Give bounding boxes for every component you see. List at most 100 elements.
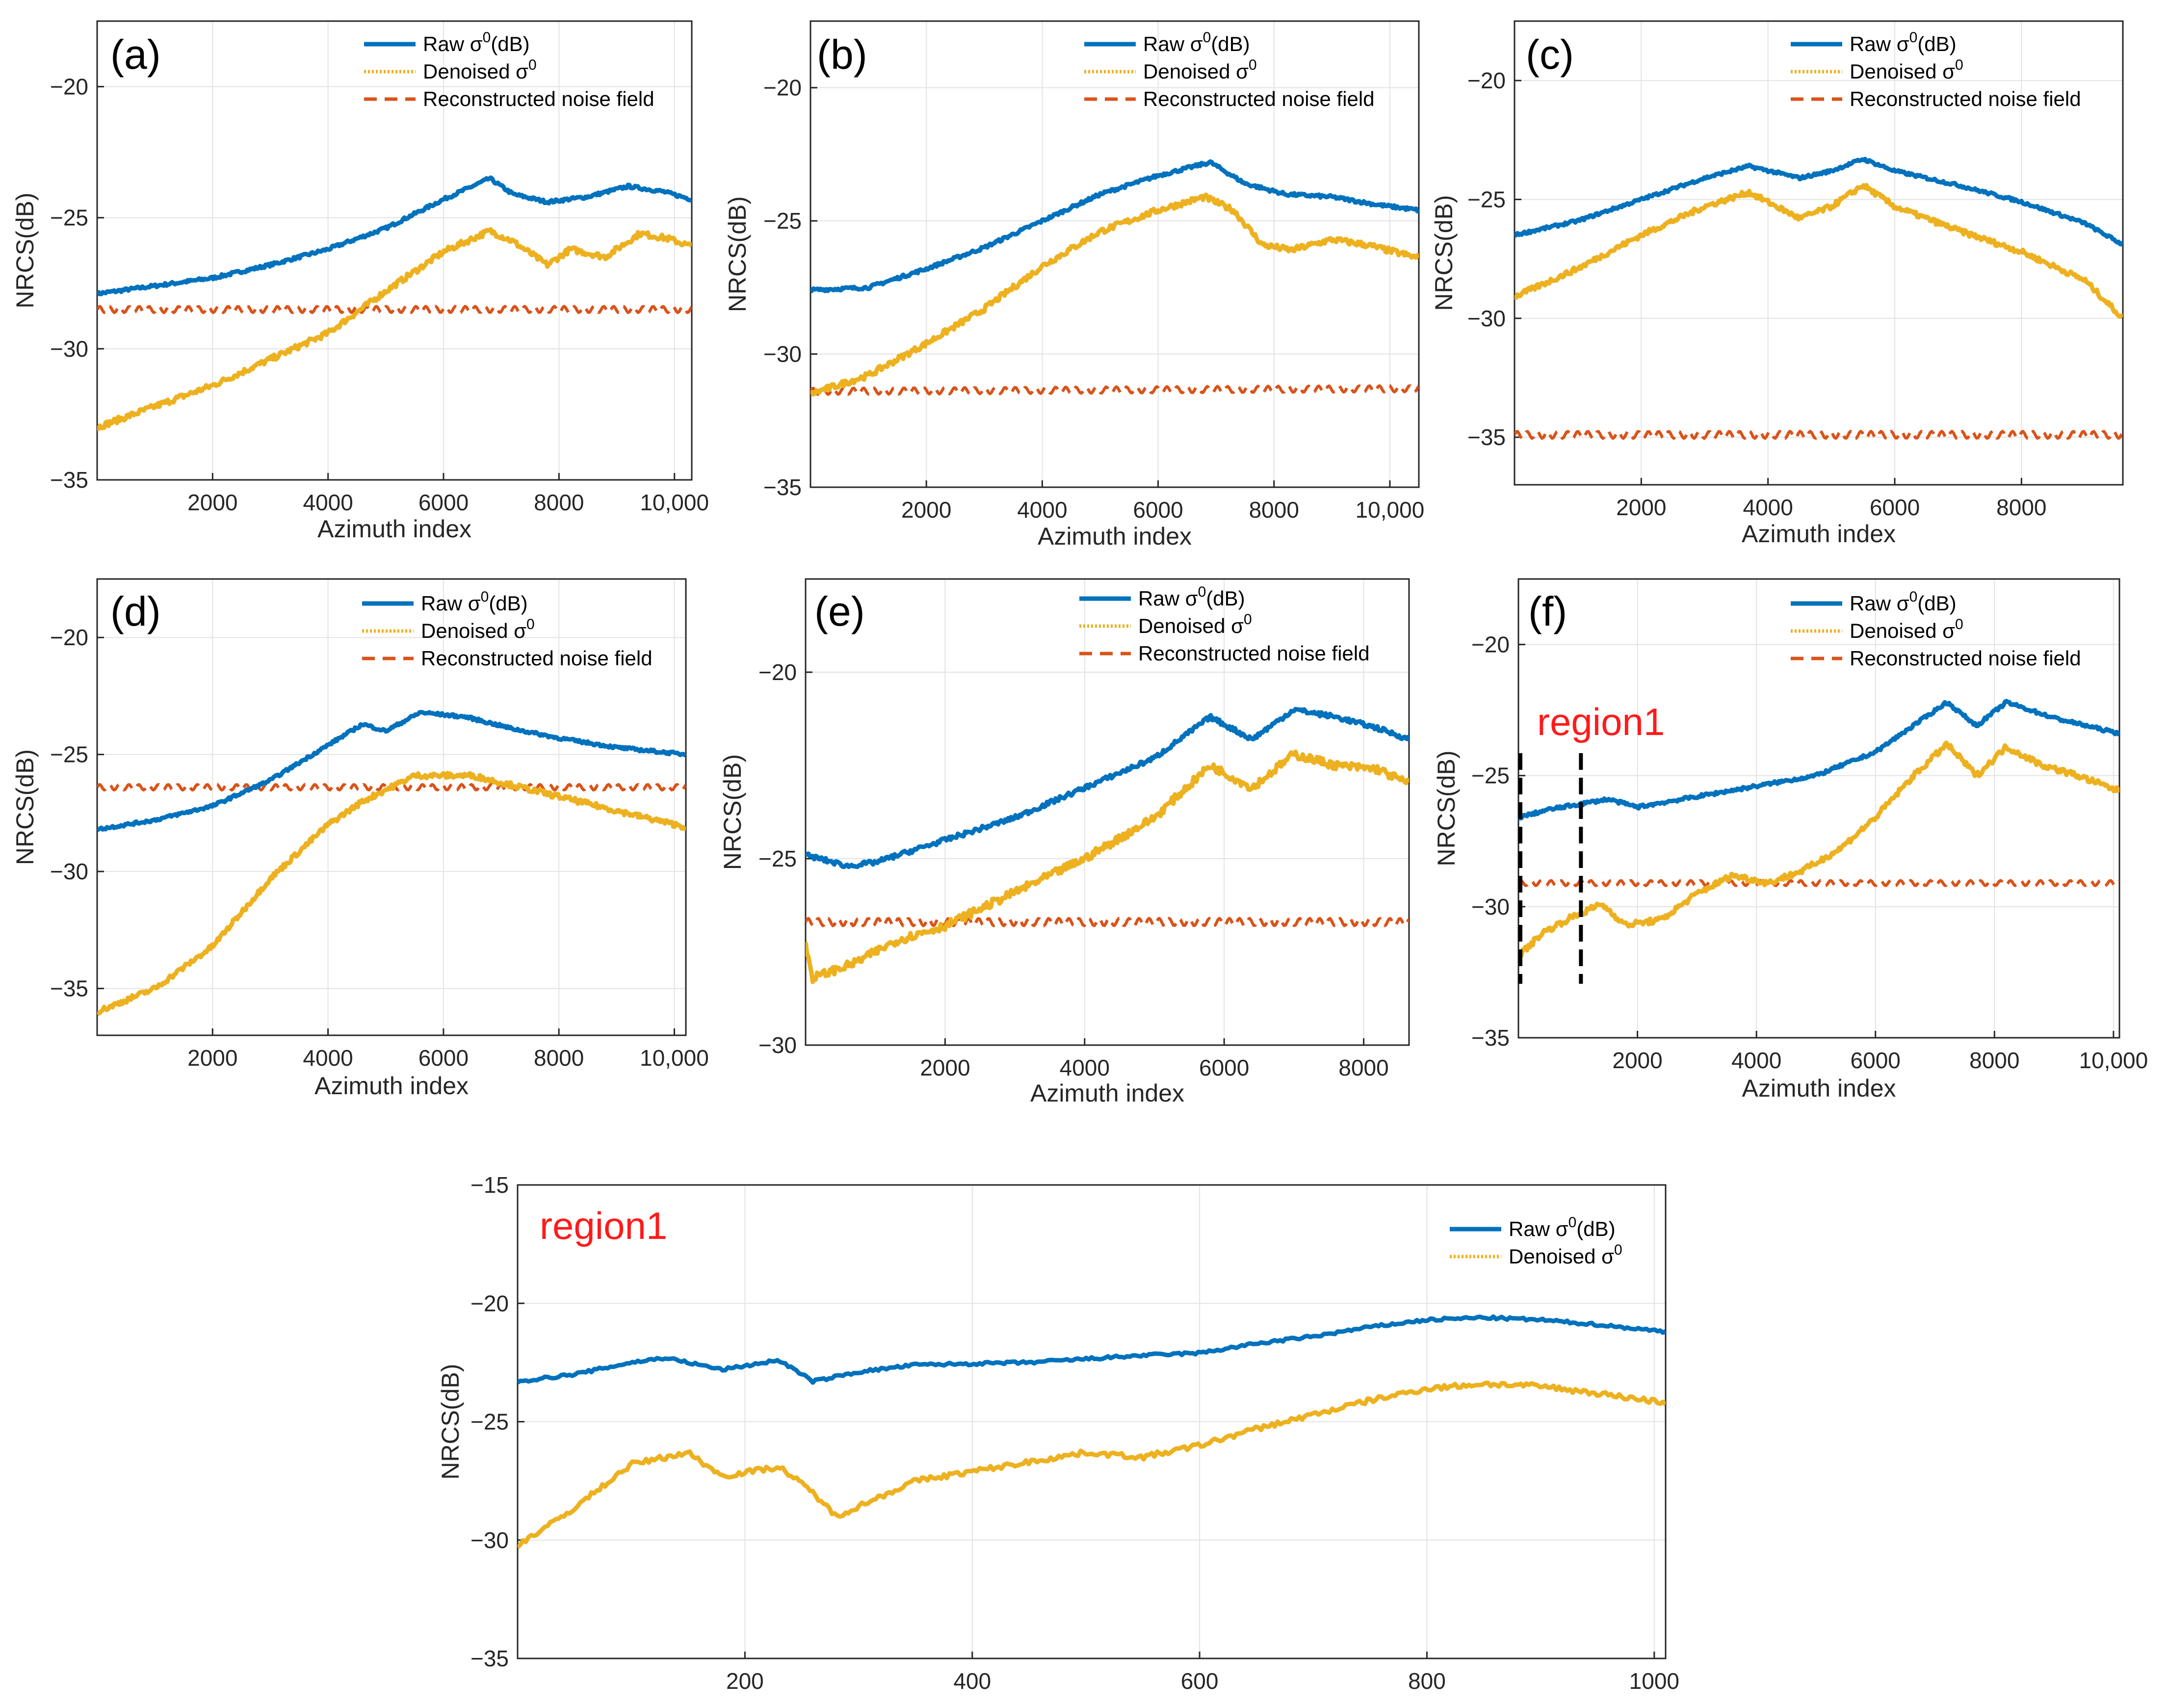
x-tick-label: 6000 (1851, 1048, 1901, 1073)
legend-denoised: Denoised σ0 (1450, 1242, 1622, 1268)
x-tick-label: 4000 (1017, 497, 1067, 523)
series-line-denoised (97, 771, 686, 1016)
y-tick-label: −25 (758, 846, 797, 871)
chart-panel-a: 2000 4000 6000 8000 10,000 −35 −30 −25 −20 Azimut… (11, 20, 709, 543)
y-tick-label: −30 (1467, 306, 1506, 331)
series-line-denoised (1518, 740, 2119, 960)
x-tick-label: 8000 (1338, 1055, 1388, 1080)
x-tick-label: 6000 (1199, 1055, 1249, 1080)
x-tick-label: 10,000 (1356, 497, 1425, 523)
x-axis-title: Azimuth index (1742, 520, 1896, 548)
legend-raw: Raw σ0(dB) (364, 29, 530, 55)
y-tick-label: −20 (758, 659, 797, 685)
series-line-noise (1515, 430, 2123, 440)
y-tick-label: −35 (763, 474, 802, 500)
legend-raw-text: Raw σ0(dB) (423, 29, 530, 55)
legend-raw-text: Raw σ0(dB) (1143, 29, 1250, 55)
series-line-raw (1515, 157, 2123, 247)
y-tick-label: −35 (470, 1646, 509, 1671)
x-tick-label: 10,000 (640, 490, 709, 515)
x-axis-title: Azimuth index (1742, 1075, 1896, 1102)
legend-noise: Reconstructed noise field (1079, 642, 1370, 665)
x-tick-label: 2000 (920, 1055, 970, 1080)
y-tick-label: −35 (1471, 1025, 1510, 1051)
legend-denoised-text: Denoised σ0 (421, 616, 535, 642)
y-axis-title: NRCS(dB) (724, 196, 751, 312)
series-line-noise (1518, 879, 2119, 888)
legend-denoised: Denoised σ0 (364, 57, 537, 83)
chart-panel-c: 2000 4000 6000 8000 −35 −30 −25 −20 Azimuth inde… (1430, 20, 2124, 548)
y-tick-label: −35 (50, 976, 88, 1001)
series-line-denoised (806, 749, 1409, 984)
legend-raw: Raw σ0(dB) (1791, 29, 1957, 55)
x-tick-label: 6000 (1133, 497, 1183, 523)
series-line-raw (518, 1314, 1666, 1385)
y-axis-title: NRCS(dB) (437, 1364, 464, 1479)
x-axis-title: Azimuth index (314, 1072, 469, 1100)
plot-area-frame (96, 578, 687, 1036)
x-axis-title: Azimuth index (1038, 523, 1192, 550)
legend-denoised: Denoised σ0 (1791, 616, 1963, 642)
x-tick-label: 600 (1181, 1668, 1219, 1694)
x-tick-label: 200 (726, 1668, 764, 1694)
series-line-denoised (810, 192, 1419, 397)
y-tick-label: −25 (1471, 763, 1510, 788)
series-line-denoised (97, 227, 692, 431)
chart-panel-e: 2000 4000 6000 8000 −30 −25 −20 Azimuth index NR… (719, 578, 1410, 1107)
legend-denoised-text: Denoised σ0 (1850, 616, 1963, 642)
x-tick-label: 2000 (1616, 495, 1666, 520)
legend-noise: Reconstructed noise field (1791, 647, 2081, 670)
x-tick-label: 4000 (303, 1045, 353, 1071)
legend-raw: Raw σ0(dB) (1084, 29, 1250, 55)
x-axis-title: Azimuth index (1030, 1079, 1184, 1107)
y-axis-title: NRCS(dB) (719, 754, 746, 870)
legend-raw: Raw σ0(dB) (1450, 1214, 1616, 1240)
series-line-denoised (518, 1380, 1666, 1549)
region-label: region1 (540, 1204, 667, 1247)
legend-noise-text: Reconstructed noise field (1143, 87, 1375, 110)
series-line-raw (97, 709, 686, 832)
legend-noise-text: Reconstructed noise field (423, 87, 654, 110)
y-tick-label: −30 (763, 342, 802, 367)
y-axis-title: NRCS(dB) (1430, 195, 1458, 311)
legend-raw-text: Raw σ0(dB) (421, 589, 528, 615)
legend-raw: Raw σ0(dB) (362, 589, 528, 615)
y-tick-label: −30 (758, 1032, 797, 1058)
legend-raw-text: Raw σ0(dB) (1509, 1214, 1616, 1240)
chart-panel-d: 2000 4000 6000 8000 10,000 −35 −30 −25 −20 Azimut… (11, 578, 709, 1100)
series-line-noise (810, 384, 1419, 396)
y-tick-label: −30 (470, 1527, 509, 1553)
x-tick-label: 6000 (1870, 495, 1920, 520)
legend-denoised-text: Denoised σ0 (1509, 1242, 1622, 1268)
legend-denoised: Denoised σ0 (362, 616, 535, 642)
legend-noise: Reconstructed noise field (1084, 87, 1375, 110)
y-axis-title: NRCS(dB) (11, 749, 39, 865)
x-tick-label: 2000 (1612, 1048, 1662, 1073)
y-tick-label: −20 (1471, 632, 1510, 657)
y-tick-label: −15 (470, 1172, 509, 1198)
chart-panel-region1: 200 400 600 800 1000 −35 −30 −25 −20 −15 NRCS(dB) r… (437, 1172, 1679, 1694)
y-tick-label: −20 (50, 74, 88, 100)
plot-area-frame (96, 20, 693, 481)
y-tick-label: −30 (50, 336, 88, 362)
legend-noise: Reconstructed noise field (362, 647, 653, 670)
legend-denoised: Denoised σ0 (1079, 611, 1252, 637)
panel-label: (c) (1526, 31, 1574, 78)
chart-panel-b: 2000 4000 6000 8000 10,000 −35 −30 −25 −20 Azimut… (724, 20, 1425, 550)
panel-label: (a) (110, 31, 161, 78)
x-tick-label: 8000 (1249, 497, 1299, 523)
y-tick-label: −25 (470, 1409, 509, 1435)
legend-denoised-text: Denoised σ0 (1850, 57, 1963, 83)
panel-label: (e) (814, 588, 865, 634)
legend-denoised-text: Denoised σ0 (1143, 57, 1257, 83)
x-tick-label: 8000 (534, 490, 584, 515)
y-tick-label: −20 (470, 1290, 509, 1316)
legend-raw-text: Raw σ0(dB) (1850, 589, 1957, 615)
x-tick-label: 8000 (1996, 495, 2046, 520)
legend-raw: Raw σ0(dB) (1079, 584, 1245, 610)
chart-panel-f: 2000 4000 6000 8000 10,000 −35 −30 −25 −20 Azimut… (1433, 578, 2148, 1102)
panel-label: (f) (1528, 588, 1567, 634)
y-tick-label: −35 (1467, 424, 1506, 450)
series-line-noise (806, 917, 1409, 927)
